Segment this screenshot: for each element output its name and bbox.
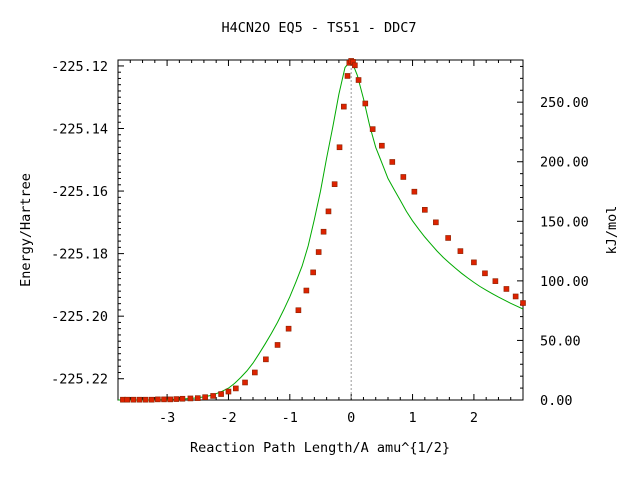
y2-tick-label: 150.00 bbox=[540, 214, 589, 230]
data-point bbox=[202, 394, 208, 400]
x-tick-label: 1 bbox=[408, 410, 416, 426]
data-point bbox=[210, 393, 216, 399]
y2-tick-labels: 0.00 50.00 100.00 150.00 200.00 250.00 bbox=[540, 95, 589, 409]
data-point bbox=[167, 396, 173, 403]
data-point bbox=[457, 248, 464, 254]
data-point bbox=[225, 388, 232, 395]
y-tick-label: -225.20 bbox=[51, 309, 108, 325]
data-point bbox=[355, 77, 362, 83]
data-point bbox=[445, 235, 451, 241]
data-point bbox=[503, 286, 510, 292]
y2-tick-label: 50.00 bbox=[540, 333, 581, 349]
data-point bbox=[124, 396, 131, 403]
data-point bbox=[155, 396, 161, 403]
data-point bbox=[520, 300, 526, 306]
energy-curve bbox=[118, 59, 524, 401]
data-point bbox=[187, 395, 194, 402]
data-point bbox=[369, 126, 376, 132]
data-point bbox=[303, 287, 310, 294]
data-point bbox=[242, 379, 248, 386]
data-point bbox=[341, 103, 347, 110]
data-point bbox=[411, 188, 418, 195]
y2-tick-label: 0.00 bbox=[540, 393, 573, 409]
y-axis-label: Energy/Hartree bbox=[18, 173, 34, 287]
data-point bbox=[344, 73, 351, 79]
data-point bbox=[274, 342, 281, 348]
y-tick-label: -225.22 bbox=[51, 372, 108, 388]
data-point bbox=[325, 208, 332, 215]
data-point bbox=[471, 259, 477, 266]
data-point bbox=[136, 396, 143, 403]
data-point bbox=[379, 142, 385, 149]
data-point bbox=[362, 100, 369, 107]
data-point bbox=[512, 293, 519, 300]
x-axis-label: Reaction Path Length/A amu^{1/2} bbox=[190, 440, 450, 456]
y-tick-label: -225.12 bbox=[51, 59, 108, 75]
data-points bbox=[120, 58, 526, 403]
data-point bbox=[352, 62, 358, 69]
data-point bbox=[389, 159, 396, 165]
y-tick-label: -225.16 bbox=[51, 184, 108, 200]
x-tick-label: 0 bbox=[347, 410, 355, 426]
y-tick-label: -225.14 bbox=[51, 122, 108, 138]
x-tick-label: -1 bbox=[282, 410, 298, 426]
data-point bbox=[142, 396, 149, 403]
data-point bbox=[148, 396, 155, 403]
y-tick-label: -225.18 bbox=[51, 247, 108, 263]
data-point bbox=[295, 307, 302, 314]
x-tick-labels: -3 -2 -1 0 1 2 bbox=[159, 410, 478, 426]
data-point bbox=[331, 181, 338, 187]
data-point bbox=[130, 396, 137, 403]
data-point bbox=[263, 356, 269, 363]
y2-tick-label: 200.00 bbox=[540, 155, 589, 171]
data-point bbox=[315, 249, 322, 255]
y2-tick-label: 100.00 bbox=[540, 274, 589, 290]
plot-frame bbox=[117, 59, 524, 401]
data-point bbox=[179, 395, 186, 402]
tick-marks bbox=[117, 60, 524, 401]
y-tick-labels: -225.12 -225.14 -225.16 -225.18 -225.20 -225.… bbox=[51, 59, 108, 388]
data-point bbox=[233, 385, 239, 392]
x-tick-label: 2 bbox=[470, 410, 478, 426]
data-point bbox=[336, 144, 343, 151]
data-point bbox=[161, 396, 167, 403]
data-point bbox=[422, 207, 428, 213]
data-point bbox=[492, 278, 499, 284]
y2-axis-label: kJ/mol bbox=[604, 206, 620, 255]
data-point bbox=[482, 270, 488, 277]
chart-title: H4CN2O EQ5 - TS51 - DDC7 bbox=[221, 20, 416, 36]
data-point bbox=[320, 228, 327, 235]
x-tick-label: -3 bbox=[159, 410, 175, 426]
data-point bbox=[218, 391, 224, 397]
data-point bbox=[173, 396, 180, 402]
data-point bbox=[400, 174, 407, 180]
y2-tick-label: 250.00 bbox=[540, 95, 589, 111]
x-tick-label: -2 bbox=[220, 410, 236, 426]
data-point bbox=[310, 269, 316, 276]
data-point bbox=[285, 325, 292, 332]
data-point bbox=[433, 219, 439, 226]
data-point bbox=[194, 395, 201, 401]
data-point bbox=[252, 369, 258, 376]
